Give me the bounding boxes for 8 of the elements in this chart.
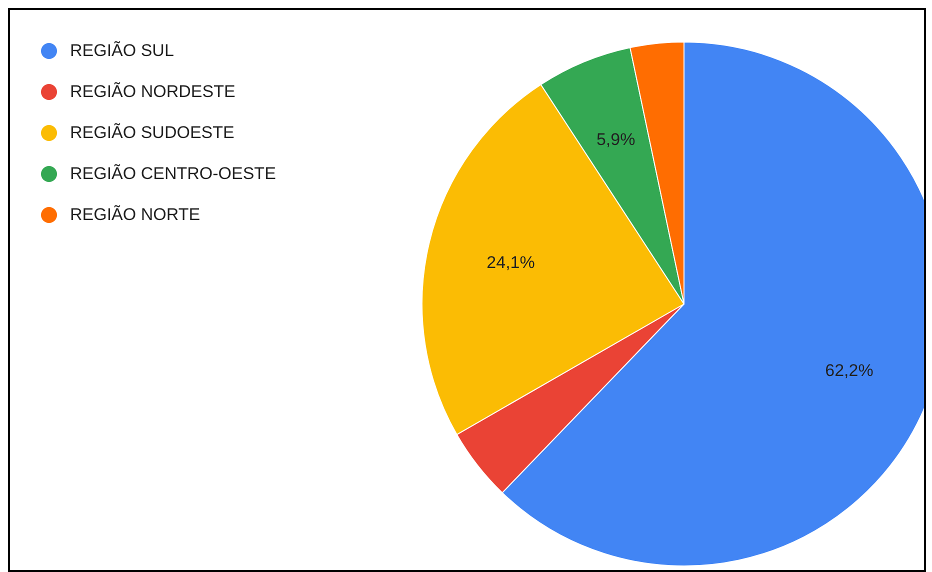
data-label: 24,1% [486,252,535,272]
legend-label: REGIÃO NORTE [70,204,200,224]
legend-label: REGIÃO SUL [70,40,174,60]
data-label: 5,9% [596,130,636,149]
legend-label: REGIÃO NORDESTE [70,82,236,102]
legend-label: REGIÃO SUDOESTE [70,122,234,142]
data-label: 62,2% [825,361,874,380]
legend-label: REGIÃO CENTRO-OESTE [70,164,276,184]
